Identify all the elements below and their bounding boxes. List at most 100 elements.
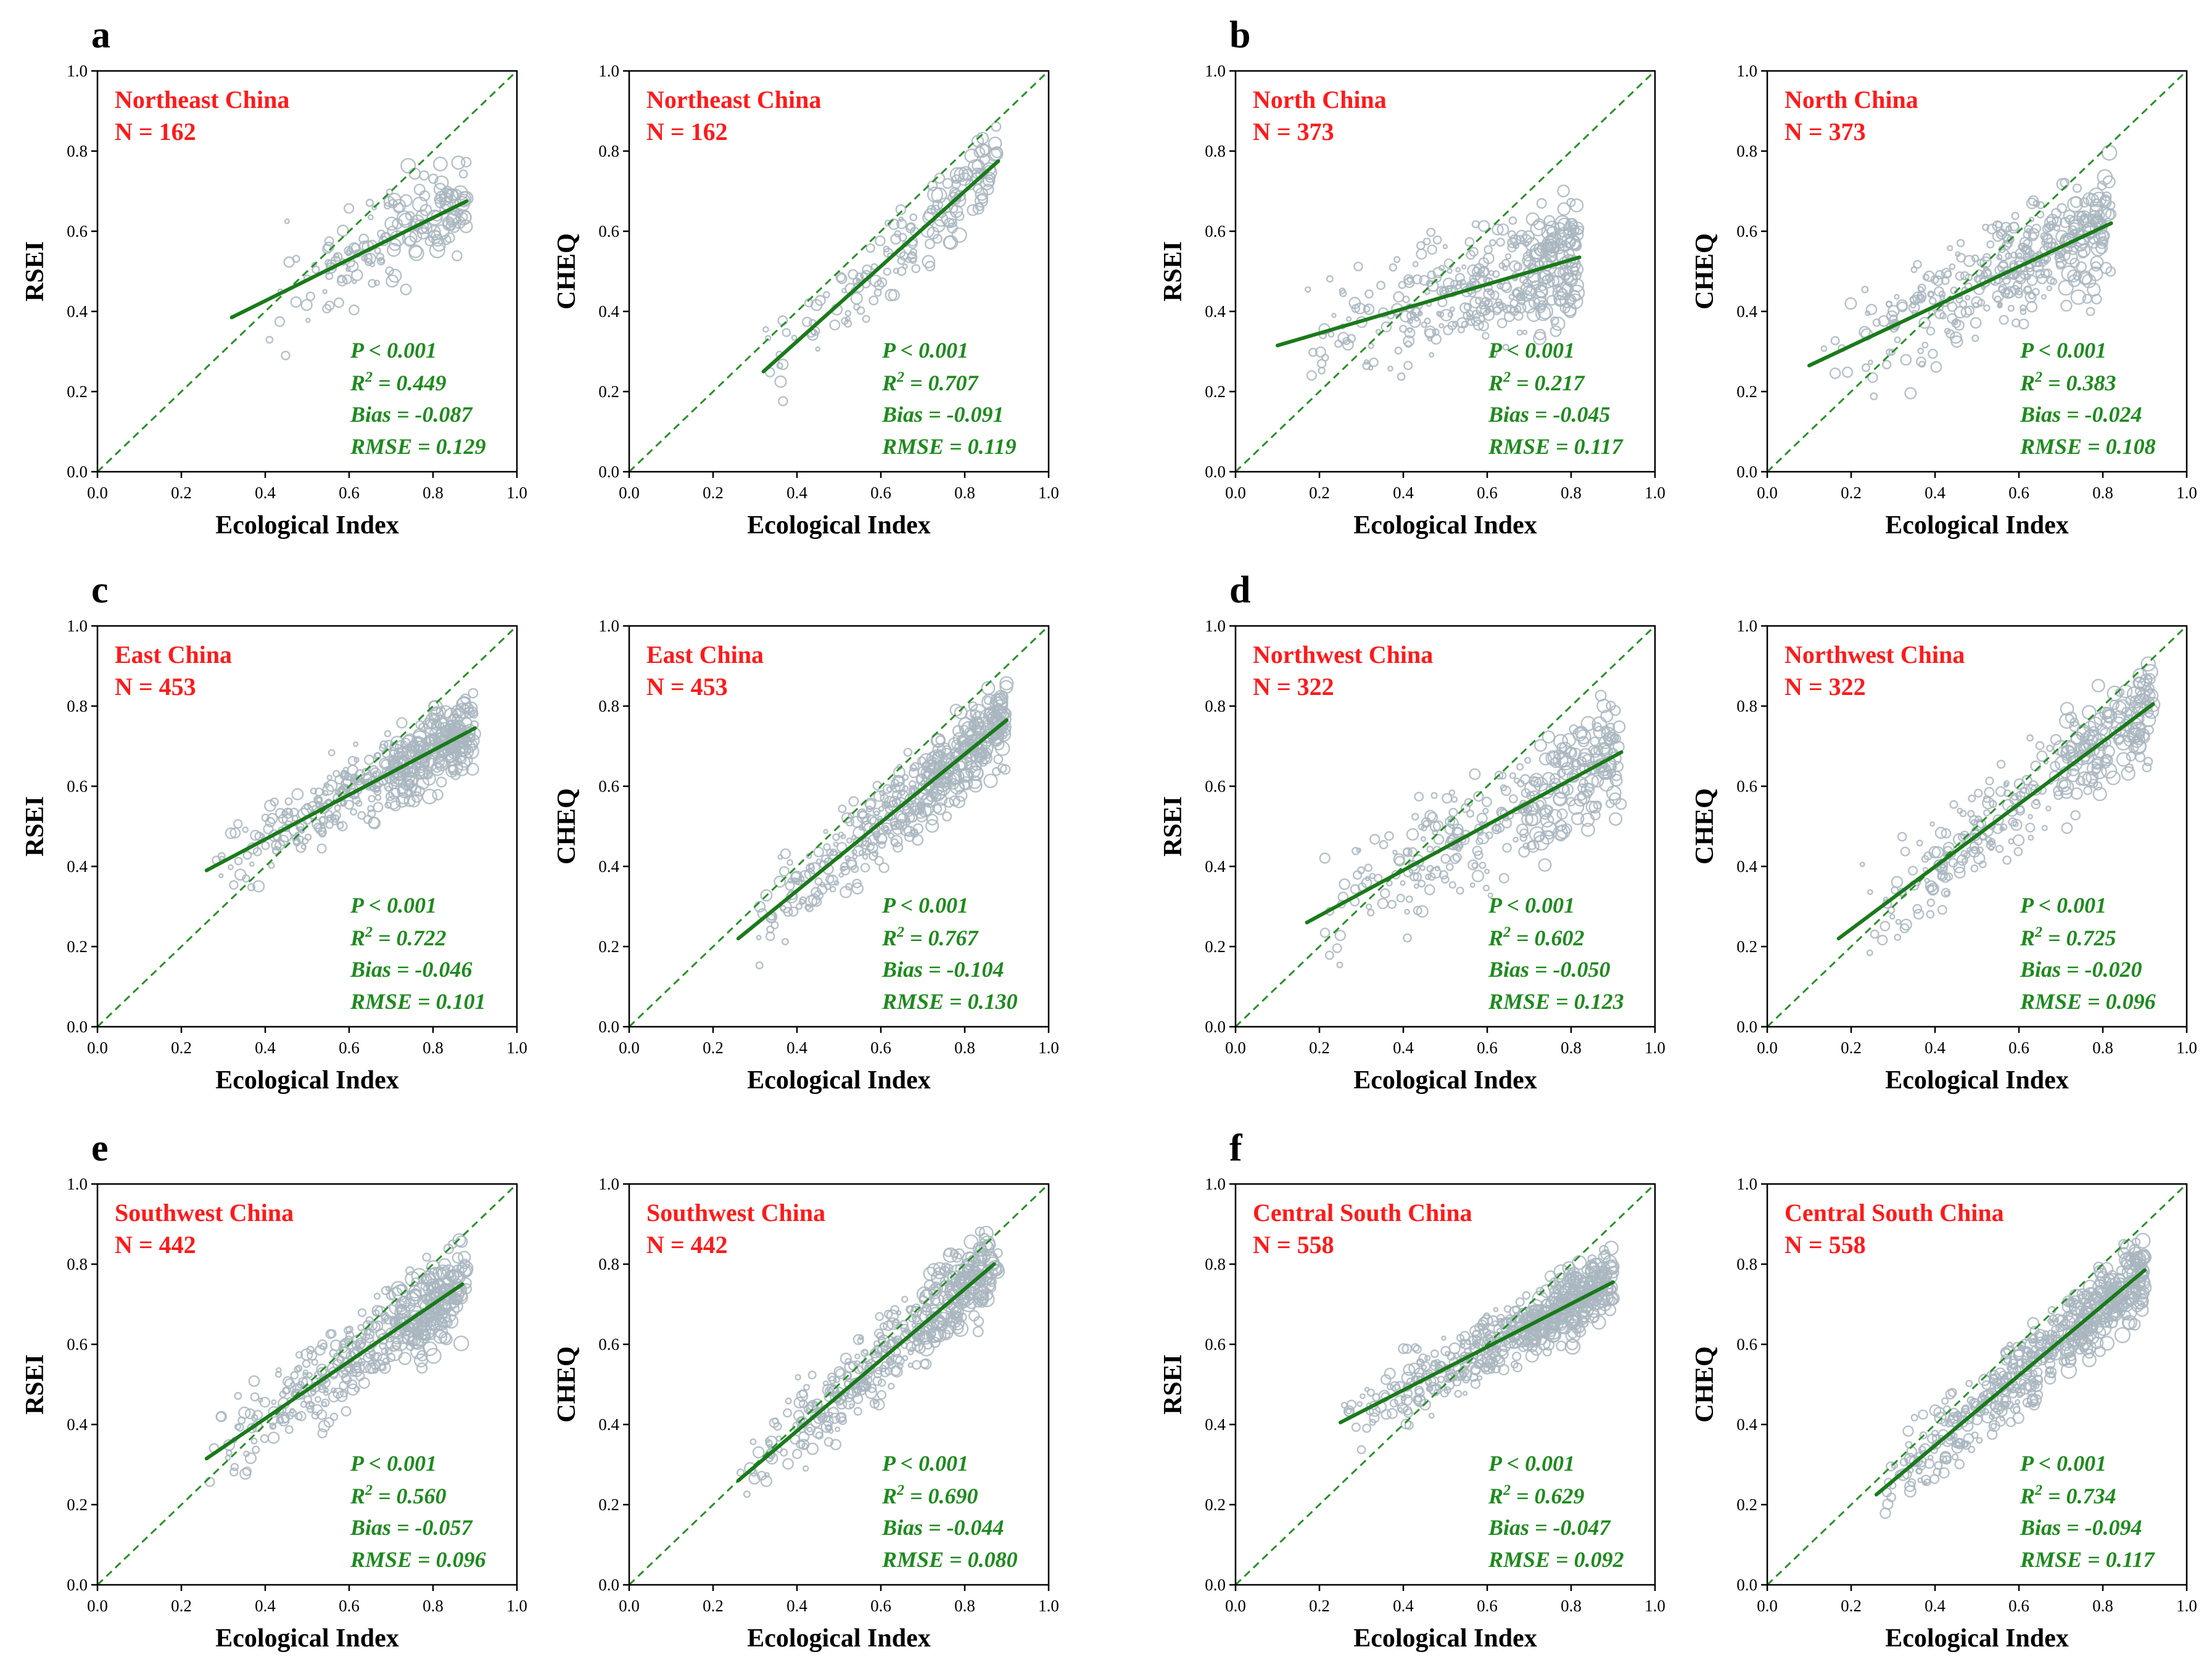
- scatter-point: [1478, 257, 1490, 268]
- scatter-point: [403, 1322, 420, 1338]
- scatter-point: [1511, 1351, 1522, 1362]
- chart-panel-1: 0.0 0.2 0.4 0.6 0.8 1.00.00.20.40.60.81.0Ecol…: [553, 62, 1059, 540]
- scatter-point: [883, 267, 891, 276]
- scatter-point: [1517, 1317, 1524, 1324]
- scatter-point: [1522, 1332, 1538, 1348]
- stat-bias: Bias = -0.057: [350, 1515, 474, 1540]
- scatter-point: [764, 335, 772, 342]
- scatter-point: [1499, 1340, 1511, 1352]
- scatter-point: [968, 779, 983, 793]
- scatter-point: [1427, 280, 1439, 292]
- scatter-point: [2100, 208, 2115, 222]
- scatter-point: [1454, 1389, 1463, 1398]
- x-tick-label: 1.0: [1038, 483, 1059, 502]
- y-tick-label: 0.0: [1736, 462, 1757, 481]
- scatter-point: [982, 165, 997, 180]
- scatter-point: [924, 238, 936, 250]
- scatter-point: [1369, 1412, 1380, 1423]
- scatter-point: [1426, 845, 1434, 853]
- scatter-point: [325, 1329, 336, 1339]
- scatter-point: [1367, 908, 1375, 917]
- scatter-point: [1414, 792, 1424, 802]
- scatter-point: [877, 1345, 888, 1357]
- scatter-point: [984, 171, 996, 183]
- scatter-point: [2068, 219, 2084, 234]
- scatter-point: [1419, 865, 1426, 871]
- scatter-point: [2053, 785, 2064, 797]
- scatter-point: [875, 1367, 883, 1375]
- scatter-point: [853, 303, 860, 311]
- scatter-point: [1865, 303, 1878, 316]
- scatter-point: [1927, 1454, 1934, 1461]
- scatter-point: [1563, 272, 1579, 287]
- scatter-point: [856, 306, 865, 315]
- plot-frame: [1766, 70, 2188, 473]
- scatter-point: [286, 807, 292, 815]
- y-tick-label: 0.2: [1205, 937, 1226, 956]
- scatter-point: [1433, 834, 1445, 845]
- sample-count: N = 373: [1253, 118, 1334, 146]
- scatter-point: [1546, 234, 1558, 247]
- scatter-point: [934, 173, 946, 184]
- scatter-point: [1351, 1422, 1361, 1433]
- stat-p-value: P < 0.001: [350, 338, 437, 363]
- scatter-point: [419, 1315, 431, 1327]
- y-tick-label: 0.4: [1205, 302, 1226, 321]
- scatter-point: [429, 242, 445, 258]
- scatter-point: [429, 714, 439, 725]
- scatter-point: [1899, 923, 1910, 934]
- scatter-point: [2102, 709, 2118, 724]
- scatter-point: [1404, 908, 1410, 915]
- scatter-point: [819, 881, 826, 888]
- scatter-point: [2036, 750, 2048, 762]
- scatter-point: [1946, 329, 1955, 339]
- scatter-point: [1541, 224, 1558, 240]
- region-label: North China: [1253, 86, 1387, 113]
- scatter-point: [1438, 265, 1445, 271]
- scatter-point: [442, 1297, 457, 1312]
- scatter-point: [848, 812, 855, 819]
- scatter-point: [1526, 839, 1540, 853]
- scatter-point: [348, 1339, 354, 1345]
- scatter-point: [1481, 796, 1492, 807]
- scatter-point: [2028, 834, 2034, 841]
- scatter-point: [2091, 678, 2105, 693]
- scatter-point: [250, 1392, 260, 1402]
- scatter-point: [951, 227, 967, 243]
- scatter-point: [2140, 656, 2156, 672]
- scatter-point: [390, 1281, 406, 1296]
- scatter-point: [1603, 1254, 1617, 1269]
- sample-count: N = 442: [646, 1231, 728, 1259]
- scatter-point: [322, 289, 328, 295]
- scatter-point: [843, 319, 852, 328]
- region-label: Northeast China: [646, 86, 821, 113]
- scatter-point: [1589, 1313, 1599, 1323]
- scatter-point: [1485, 1331, 1498, 1344]
- scatter-point: [777, 315, 788, 326]
- scatter-point: [2000, 1396, 2010, 1404]
- scatter-point: [823, 1437, 834, 1447]
- scatter-point: [453, 757, 463, 767]
- chart-panel-9: 0.0 0.2 0.4 0.6 0.8 1.00.00.20.40.60.81.0Ecol…: [553, 1175, 1059, 1653]
- scatter-point: [229, 1467, 239, 1477]
- scatter-point: [2079, 197, 2090, 208]
- scatter-point: [888, 1360, 896, 1370]
- scatter-point: [452, 1252, 464, 1264]
- sample-count: N = 453: [646, 673, 728, 701]
- stat-rmse: RMSE = 0.123: [1488, 989, 1624, 1014]
- scatter-point: [851, 882, 864, 895]
- scatter-point: [1955, 271, 1965, 281]
- x-tick-label: 0.0: [1225, 1597, 1246, 1615]
- scatter-point: [1581, 1265, 1591, 1275]
- scatter-point: [877, 833, 888, 844]
- scatter-point: [405, 211, 415, 221]
- scatter-point: [365, 252, 376, 265]
- scatter-point: [850, 292, 863, 305]
- scatter-point: [959, 776, 973, 791]
- scatter-point: [2041, 240, 2047, 246]
- scatter-point: [1455, 845, 1462, 852]
- scatter-point: [1564, 236, 1577, 249]
- scatter-point: [344, 203, 355, 214]
- scatter-point: [900, 1323, 909, 1333]
- scatter-point: [1540, 1298, 1556, 1314]
